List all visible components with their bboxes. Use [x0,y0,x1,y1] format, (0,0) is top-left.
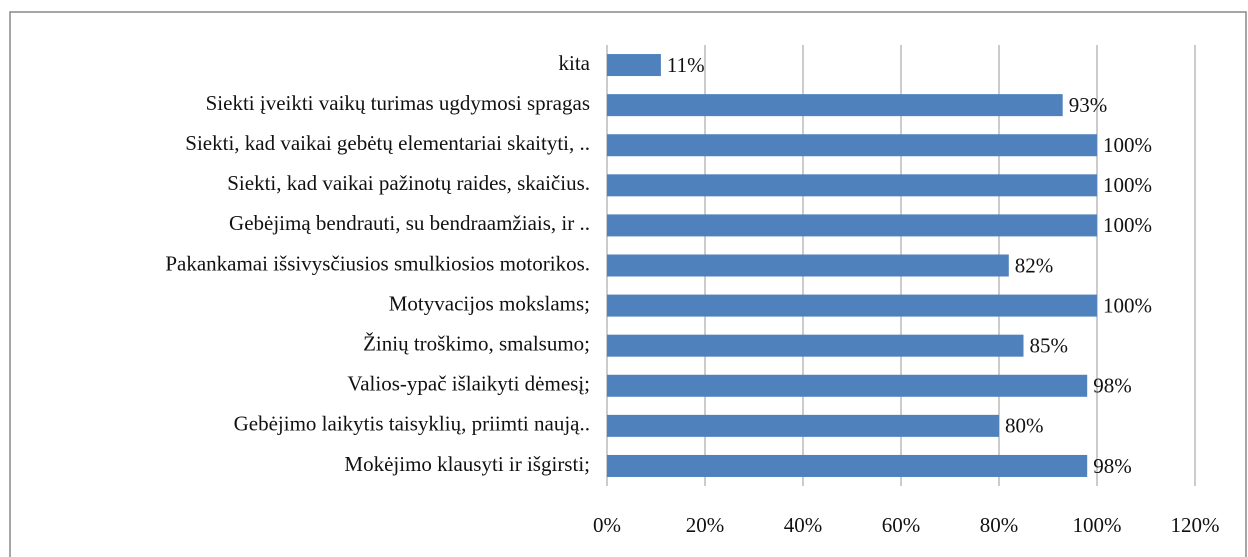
bar [607,294,1097,317]
value-label: 98% [1093,374,1132,398]
x-tick-label: 100% [1073,513,1122,537]
bar [607,214,1097,237]
x-tick-label: 0% [593,513,621,537]
bar [607,174,1097,197]
value-label: 80% [1005,414,1044,438]
y-tick-label: Pakankamai išsivysčiusios smulkiosios mo… [165,251,590,275]
y-tick-label: Mokėjimo klausyti ir išgirsti; [344,452,590,476]
bar [607,414,999,437]
value-label: 93% [1069,93,1108,117]
bar [607,374,1088,397]
chart-frame [9,11,1247,557]
bar [607,454,1088,477]
y-tick-label: Žinių troškimo, smalsumo; [363,331,590,355]
bar [607,334,1024,357]
value-label: 100% [1103,293,1152,317]
y-tick-label: Gebėjimą bendrauti, su bendraamžiais, ir… [229,211,590,235]
value-label: 98% [1093,454,1132,478]
value-label: 100% [1103,213,1152,237]
value-label: 82% [1015,253,1054,277]
x-tick-label: 20% [686,513,725,537]
value-label: 11% [667,53,705,77]
bar [607,134,1097,157]
bar [607,94,1063,117]
y-tick-label: Gebėjimo laikytis taisyklių, priimti nau… [234,412,590,436]
x-tick-label: 40% [784,513,823,537]
y-tick-label: Valios-ypač išlaikyti dėmesį; [347,372,590,396]
x-tick-label: 80% [980,513,1019,537]
x-tick-label: 60% [882,513,921,537]
y-tick-label: kita [559,51,591,75]
bar [607,254,1009,277]
value-label: 85% [1030,333,1069,357]
value-label: 100% [1103,173,1152,197]
bar [607,54,661,77]
y-tick-label: Motyvacijos mokslams; [389,291,590,315]
x-tick-label: 120% [1171,513,1220,537]
y-tick-label: Siekti, kad vaikai gebėtų elementariai s… [185,131,590,155]
y-tick-label: Siekti, kad vaikai pažinotų raides, skai… [227,171,590,195]
y-tick-label: Siekti įveikti vaikų turimas ugdymosi sp… [206,91,590,115]
value-label: 100% [1103,133,1152,157]
